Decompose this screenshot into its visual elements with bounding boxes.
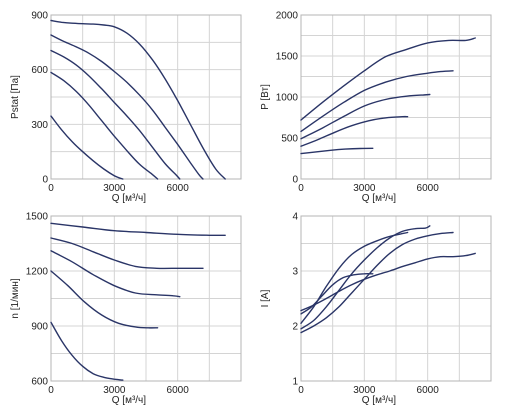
speed-chart: 600 900 1200 1500 0 3000 6000 Q [м³/ч] n [1/мин] (10, 212, 242, 406)
y-tick-label: 1500 (26, 212, 49, 223)
series-line-1 (300, 147, 374, 155)
grid (301, 216, 491, 381)
series-line-2 (50, 71, 159, 180)
x-tick-label: 6000 (417, 385, 440, 396)
y-tick-label: 300 (31, 120, 48, 131)
series-line-4 (50, 237, 204, 270)
grid (301, 15, 491, 179)
x-tick-label: 6000 (167, 183, 190, 194)
series-line-5 (300, 252, 476, 312)
series-line-4 (50, 34, 204, 180)
series-line-2 (300, 231, 409, 324)
grid (51, 216, 241, 381)
series-line-3 (50, 250, 181, 298)
y-tick-label: 2 (292, 322, 298, 333)
x-tick-label: 3000 (103, 385, 126, 396)
y-tick-label: 0 (292, 175, 298, 186)
series-line-1 (50, 115, 124, 180)
x-axis-label: Q [м³/ч] (362, 395, 397, 406)
y-tick-label: 0 (42, 175, 48, 186)
y-tick-label: 500 (281, 134, 298, 145)
y-tick-label: 600 (31, 377, 48, 388)
plot-frame (50, 14, 242, 180)
y-tick-label: 1000 (276, 93, 299, 104)
y-axis-label: Pstat [Па] (10, 75, 21, 119)
y-tick-label: 900 (31, 11, 48, 22)
x-axis-label: Q [м³/ч] (112, 395, 147, 406)
series-line-2 (50, 270, 159, 329)
series-line-5 (50, 19, 226, 180)
series-line-4 (300, 231, 454, 334)
x-tick-label: 0 (48, 385, 54, 396)
y-axis-label: n [1/мин] (10, 278, 21, 318)
series-line-2 (300, 115, 409, 147)
x-tick-label: 0 (298, 385, 304, 396)
plot-frame (300, 14, 492, 180)
grid (51, 15, 241, 179)
x-tick-label: 3000 (103, 183, 126, 194)
series-line-5 (300, 37, 476, 121)
x-tick-label: 3000 (353, 183, 376, 194)
x-tick-label: 0 (298, 183, 304, 194)
current-chart: 1 2 3 4 0 3000 6000 Q [м³/ч] I [A] (260, 212, 492, 406)
plot-frame (50, 215, 242, 382)
x-tick-label: 6000 (417, 183, 440, 194)
y-tick-label: 1 (292, 377, 298, 388)
y-tick-label: 3 (292, 267, 298, 278)
plot-frame (300, 215, 492, 382)
x-tick-label: 0 (48, 183, 54, 194)
power-chart: 0 500 1000 1500 2000 0 3000 6000 Q [м³/ч] P [Вт] (260, 11, 492, 204)
y-tick-label: 1200 (26, 267, 49, 278)
y-tick-label: 900 (31, 322, 48, 333)
series-line-3 (300, 225, 431, 330)
series-line-1 (50, 321, 124, 381)
x-axis-label: Q [м³/ч] (362, 193, 397, 204)
series-line-4 (300, 70, 454, 133)
y-axis-label: I [A] (260, 289, 271, 307)
y-tick-label: 4 (292, 212, 298, 223)
y-tick-label: 1500 (276, 52, 299, 63)
series-line-3 (50, 49, 181, 180)
pstat-chart: 0 300 600 900 0 3000 6000 Q [м³/ч] Pstat [Па] (10, 11, 242, 204)
y-axis-label: P [Вт] (260, 84, 271, 110)
series-line-3 (300, 93, 431, 140)
series-line-5 (50, 222, 226, 237)
y-tick-label: 2000 (276, 11, 299, 22)
x-tick-label: 6000 (167, 385, 190, 396)
x-axis-label: Q [м³/ч] (112, 193, 147, 204)
y-tick-label: 600 (31, 65, 48, 76)
x-tick-label: 3000 (353, 385, 376, 396)
